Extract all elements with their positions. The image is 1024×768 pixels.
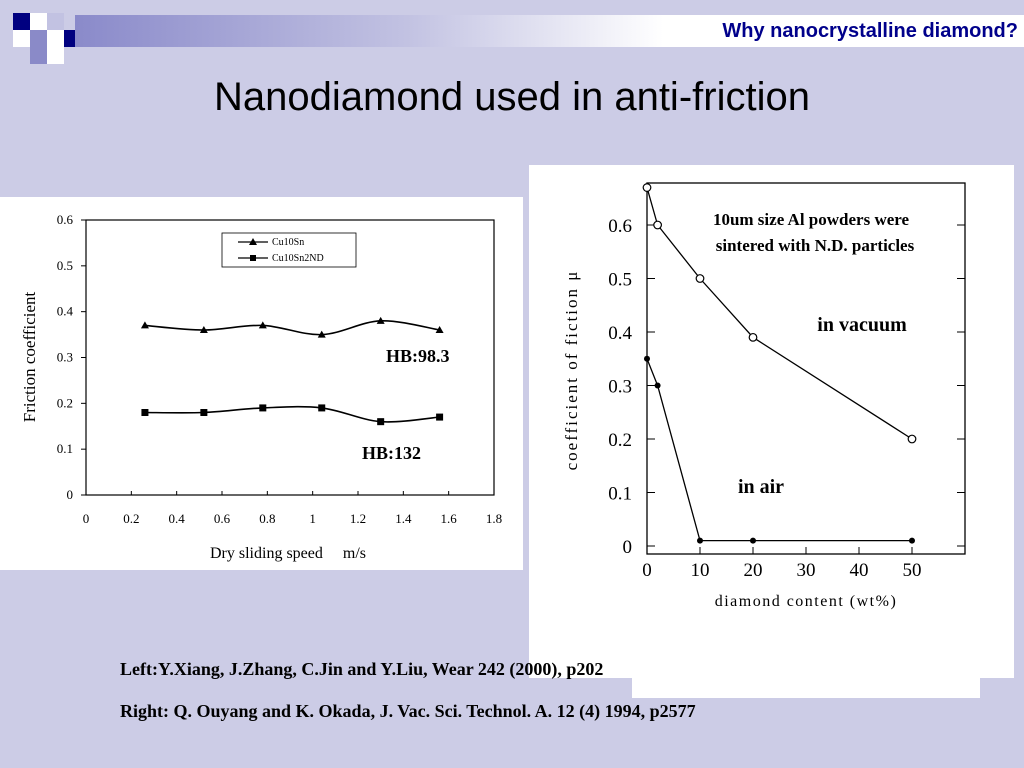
left-data-point-square bbox=[141, 409, 149, 416]
right-x-tick-label: 50 bbox=[903, 560, 922, 581]
right-x-tick-label: 40 bbox=[850, 560, 869, 581]
left-data-point-triangle bbox=[435, 326, 444, 333]
left-data-point-square bbox=[436, 413, 444, 421]
left-data-point-triangle bbox=[140, 321, 149, 329]
left-data-point-triangle bbox=[376, 316, 385, 324]
header-title: Why nanocrystalline diamond? bbox=[722, 20, 1018, 42]
deco-square-4 bbox=[13, 30, 30, 47]
right-data-point-filled bbox=[909, 537, 915, 544]
annotation-in-vacuum: in vacuum bbox=[817, 314, 907, 336]
left-x-tick-label: 1 bbox=[309, 511, 316, 526]
right-y-tick-label: 0.2 bbox=[608, 430, 632, 451]
annotation-hb-132: HB:132 bbox=[362, 443, 421, 463]
left-x-tick-label: 0.2 bbox=[123, 511, 139, 526]
left-friction-chart: 0 0.1 0.2 0.3 0.4 0.5 0.6 0 0.2 0.4 0.6 0.8 1 1.2 1.4… bbox=[20, 212, 502, 562]
right-y-tick-label: 0 bbox=[623, 537, 633, 558]
left-x-tick-label: 1.2 bbox=[350, 511, 366, 526]
annotation-note-line-1: 10um size Al powders were bbox=[713, 210, 910, 229]
right-series-line-in-air bbox=[646, 358, 912, 542]
left-x-axis-label: Dry sliding speed m/s bbox=[210, 545, 366, 562]
deco-square-3 bbox=[47, 13, 64, 30]
left-y-tick-label: 0.6 bbox=[57, 212, 74, 227]
deco-square-2 bbox=[30, 13, 47, 30]
left-x-tick-label: 1.6 bbox=[441, 511, 458, 526]
legend-label-cu10sn: Cu10Sn bbox=[272, 237, 304, 248]
right-data-point-filled bbox=[697, 537, 703, 544]
left-y-axis-label: Friction coefficient bbox=[20, 292, 39, 423]
right-y-tick-label: 0.6 bbox=[608, 216, 632, 237]
right-y-axis-label: coefficient of fiction μ bbox=[562, 270, 581, 471]
right-x-tick-label: 30 bbox=[797, 560, 816, 581]
right-chart-panel: 0 0.1 0.2 0.3 0.4 0.5 0.6 0 10 20 30 40 50 coeffici… bbox=[529, 165, 1014, 678]
right-data-point-filled bbox=[654, 382, 661, 389]
header-gradient-bar bbox=[75, 15, 1024, 47]
legend-triangle-marker bbox=[249, 238, 257, 245]
left-data-point-square bbox=[259, 404, 267, 412]
left-y-tick-label: 0.5 bbox=[57, 258, 73, 273]
left-series-line-cu10sn bbox=[144, 320, 440, 336]
left-data-point-triangle bbox=[258, 321, 267, 329]
right-data-point-open bbox=[907, 434, 917, 444]
annotation-hb-98-3: HB:98.3 bbox=[386, 346, 450, 366]
right-data-point-open bbox=[695, 274, 705, 283]
left-y-tick-label: 0 bbox=[67, 487, 74, 502]
left-x-tick-label: 1.8 bbox=[486, 511, 502, 526]
right-y-tick-label: 0.5 bbox=[608, 270, 632, 291]
left-data-point-square bbox=[200, 409, 208, 416]
right-x-axis-label: diamond content (wt%) bbox=[715, 593, 898, 610]
deco-square-8 bbox=[47, 47, 64, 64]
legend-square-marker bbox=[250, 255, 256, 261]
annotation-in-air: in air bbox=[738, 476, 784, 498]
left-series-line-cu10sn2nd bbox=[144, 405, 440, 423]
left-x-tick-label: 0.4 bbox=[169, 511, 186, 526]
left-legend: Cu10Sn Cu10Sn2ND bbox=[221, 232, 357, 268]
left-y-tick-label: 0.1 bbox=[57, 441, 73, 456]
right-y-tick-label: 0.1 bbox=[608, 484, 632, 505]
right-friction-chart: 0 0.1 0.2 0.3 0.4 0.5 0.6 0 10 20 30 40 50 coeffici… bbox=[562, 182, 966, 610]
left-x-tick-label: 1.4 bbox=[395, 511, 412, 526]
reference-left: Left:Y.Xiang, J.Zhang, C.Jin and Y.Liu, … bbox=[120, 659, 604, 679]
deco-square-7 bbox=[30, 47, 47, 64]
deco-square-1 bbox=[13, 13, 30, 30]
left-chart-panel: 0 0.1 0.2 0.3 0.4 0.5 0.6 0 0.2 0.4 0.6 0.8 1 1.2 1.4… bbox=[0, 197, 523, 570]
left-x-tick-label: 0 bbox=[83, 511, 90, 526]
annotation-note-line-2: sintered with N.D. particles bbox=[716, 236, 915, 255]
deco-square-9 bbox=[64, 30, 75, 47]
slide-title: Nanodiamond used in anti-friction bbox=[214, 75, 810, 119]
right-data-point-filled bbox=[750, 537, 756, 544]
deco-square-6 bbox=[47, 30, 64, 47]
right-data-point-open bbox=[653, 220, 663, 230]
left-data-point-square bbox=[318, 404, 326, 412]
deco-square-5 bbox=[30, 30, 47, 47]
right-y-tick-label: 0.4 bbox=[608, 323, 632, 344]
left-data-point-triangle bbox=[317, 330, 326, 338]
reference-right: Right: Q. Ouyang and K. Okada, J. Vac. S… bbox=[120, 701, 696, 721]
left-x-tick-label: 0.6 bbox=[214, 511, 231, 526]
right-data-point-filled bbox=[644, 355, 650, 362]
left-y-tick-label: 0.2 bbox=[57, 395, 73, 410]
left-data-point-triangle bbox=[199, 326, 208, 333]
right-data-point-open bbox=[642, 183, 652, 192]
right-x-tick-label: 20 bbox=[744, 560, 763, 581]
left-y-tick-label: 0.3 bbox=[57, 350, 73, 365]
left-x-tick-label: 0.8 bbox=[259, 511, 275, 526]
right-y-tick-label: 0.3 bbox=[608, 377, 632, 398]
right-data-point-open bbox=[748, 332, 758, 342]
right-x-tick-label: 0 bbox=[642, 560, 652, 581]
left-y-tick-label: 0.4 bbox=[57, 304, 74, 319]
right-x-tick-label: 10 bbox=[691, 560, 710, 581]
right-panel-lower-strip bbox=[632, 678, 980, 698]
legend-label-cu10sn2nd: Cu10Sn2ND bbox=[272, 253, 324, 264]
left-data-point-square bbox=[377, 418, 385, 426]
